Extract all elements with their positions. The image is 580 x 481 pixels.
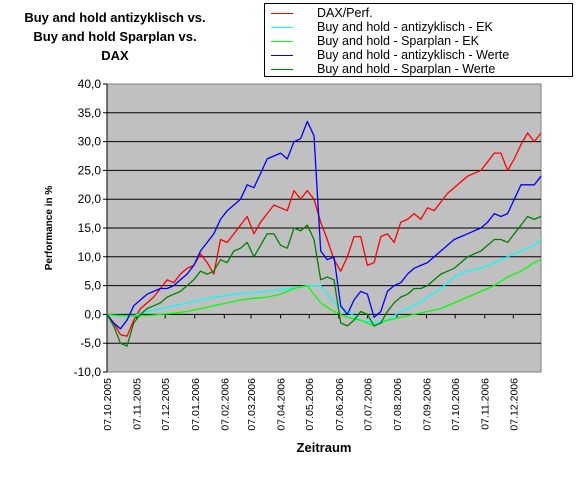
legend: DAX/Perf. Buy and hold - antizyklisch - E… bbox=[264, 3, 573, 77]
legend-label: Buy and hold - antizyklisch - Werte bbox=[317, 48, 510, 62]
x-tick-label: 07.12.2006 bbox=[508, 378, 520, 431]
y-tick-label: 5,0 bbox=[84, 279, 101, 293]
x-tick-label: 07.04.2006 bbox=[276, 378, 288, 431]
y-tick-label: 40,0 bbox=[78, 77, 102, 91]
legend-label: DAX/Perf. bbox=[317, 6, 373, 20]
series-group bbox=[106, 120, 542, 347]
chart-title-line-2: Buy and hold Sparplan vs. bbox=[33, 29, 197, 44]
legend-swatch bbox=[271, 69, 293, 70]
x-tick-label: 07.06.2006 bbox=[334, 378, 346, 431]
series-line-3 bbox=[106, 259, 542, 327]
legend-item: Buy and hold - Sparplan - EK bbox=[265, 34, 572, 48]
legend-swatch bbox=[271, 55, 293, 56]
y-tick-label: 15,0 bbox=[78, 221, 102, 235]
y-axis-label: Performance in % bbox=[44, 186, 55, 271]
chart-title-line-3: DAX bbox=[101, 48, 129, 63]
x-tick-label: 07.10.2006 bbox=[450, 378, 462, 431]
y-tick-label: 20,0 bbox=[78, 192, 102, 206]
chart-title-line-1: Buy and hold antizyklisch vs. bbox=[24, 10, 206, 25]
legend-item: DAX/Perf. bbox=[265, 6, 572, 20]
y-tick-label: 30,0 bbox=[78, 135, 102, 149]
x-tick-label: 07.08.2006 bbox=[392, 378, 404, 431]
x-tick-label: 07.09.2006 bbox=[422, 378, 434, 431]
legend-item: Buy and hold - antizyklisch - EK bbox=[265, 20, 572, 34]
legend-label: Buy and hold - Sparplan - EK bbox=[317, 34, 479, 48]
x-tick-label: 07.12.2005 bbox=[160, 378, 172, 431]
y-tick-label: -10,0 bbox=[74, 365, 102, 379]
series-line-4 bbox=[106, 120, 542, 330]
legend-swatch bbox=[271, 41, 293, 42]
x-tick-label: 07.03.2006 bbox=[246, 378, 258, 431]
x-tick-label: 07.11.2005 bbox=[132, 378, 144, 430]
x-tick-label: 07.01.2006 bbox=[190, 378, 202, 431]
chart-title: Buy and hold antizyklisch vs. Buy and ho… bbox=[0, 8, 230, 65]
x-tick-label: 07.05.2006 bbox=[304, 378, 316, 431]
legend-swatch bbox=[271, 13, 293, 14]
x-tick-label: 07.02.2006 bbox=[219, 378, 231, 431]
y-tick-label: -5,0 bbox=[80, 336, 101, 350]
x-tick-label: 07.11.2006 bbox=[480, 378, 492, 430]
y-tick-label: 35,0 bbox=[78, 106, 102, 120]
x-axis-ticks: 07.10.2005 07.11.2005 07.12.2005 07.01.2006… bbox=[102, 314, 520, 431]
legend-label: Buy and hold - antizyklisch - EK bbox=[317, 20, 493, 34]
series-line-5 bbox=[106, 215, 542, 347]
legend-swatch bbox=[271, 27, 293, 28]
series-line-1 bbox=[106, 132, 542, 337]
x-tick-label: 07.10.2005 bbox=[102, 378, 114, 431]
legend-item: Buy and hold - antizyklisch - Werte bbox=[265, 48, 572, 62]
series-line-2 bbox=[106, 239, 542, 324]
legend-label: Buy and hold - Sparplan - Werte bbox=[317, 62, 496, 76]
grid-lines bbox=[107, 112, 541, 344]
x-axis-label: Zeitraum bbox=[297, 440, 352, 455]
y-axis-ticks: -10,0 -5,0 0,0 5,0 10,0 15,0 20,0 25,0 30,0 35,0 4… bbox=[74, 77, 107, 379]
y-tick-label: 25,0 bbox=[78, 163, 102, 177]
x-tick-label: 07.07.2006 bbox=[362, 378, 374, 431]
y-tick-label: 10,0 bbox=[78, 250, 102, 264]
legend-item: Buy and hold - Sparplan - Werte bbox=[265, 62, 572, 76]
y-tick-label: 0,0 bbox=[84, 307, 101, 321]
